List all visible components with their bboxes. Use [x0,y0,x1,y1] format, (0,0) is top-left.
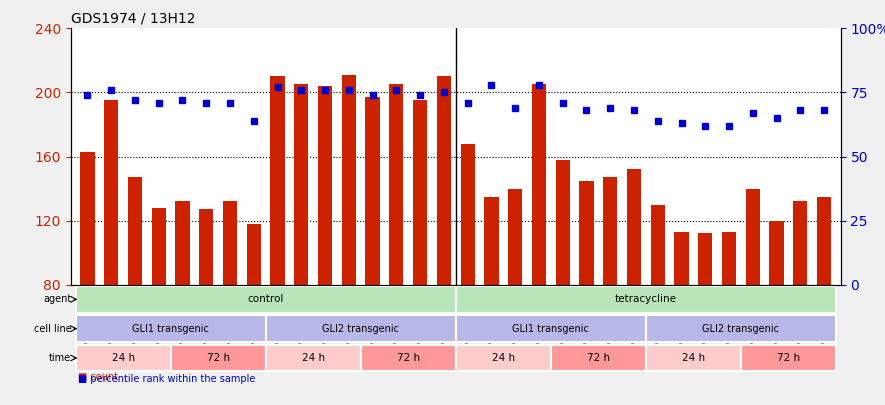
Bar [698,233,712,285]
Bar [271,77,285,285]
Bar [75,315,266,342]
Bar [175,201,189,285]
Bar [318,86,332,285]
Bar [223,201,237,285]
Bar [75,286,456,313]
Bar [437,77,451,285]
Bar [389,84,404,285]
Bar [646,345,741,371]
Bar [508,189,522,285]
Text: time: time [50,353,72,363]
Bar [247,224,261,285]
Bar [266,315,456,342]
Bar [151,208,165,285]
Bar [460,144,474,285]
Text: 72 h: 72 h [777,353,800,363]
Bar [580,181,594,285]
Text: GLI2 transgenic: GLI2 transgenic [322,324,399,334]
Bar [361,345,456,371]
Bar [456,345,550,371]
Text: 72 h: 72 h [206,353,230,363]
Text: ■ percentile rank within the sample: ■ percentile rank within the sample [79,373,256,384]
Bar [294,84,309,285]
Bar [366,97,380,285]
Bar [456,286,836,313]
Text: 24 h: 24 h [492,353,515,363]
Bar [75,345,171,371]
Bar [81,152,95,285]
Bar [817,196,831,285]
Text: GLI2 transgenic: GLI2 transgenic [703,324,780,334]
Bar [793,201,807,285]
Bar [456,315,646,342]
Bar [741,345,836,371]
Text: tetracycline: tetracycline [615,294,677,304]
Bar [484,196,498,285]
Text: 72 h: 72 h [396,353,419,363]
Bar [104,100,119,285]
Bar [746,189,760,285]
Bar [674,232,689,285]
Bar [627,169,641,285]
Text: GLI1 transgenic: GLI1 transgenic [132,324,209,334]
Bar [413,100,427,285]
Bar [646,315,836,342]
Text: GLI1 transgenic: GLI1 transgenic [512,324,589,334]
Bar [556,160,570,285]
Bar [171,345,266,371]
Text: ■ count: ■ count [79,372,119,382]
Bar [342,75,356,285]
Text: 24 h: 24 h [112,353,135,363]
Text: GDS1974 / 13H12: GDS1974 / 13H12 [71,12,196,26]
Text: agent: agent [43,294,72,304]
Bar [266,345,361,371]
Bar [603,177,618,285]
Text: 72 h: 72 h [587,353,610,363]
Bar [550,345,646,371]
Bar [127,177,142,285]
Text: cell line: cell line [34,324,72,334]
Text: 24 h: 24 h [302,353,325,363]
Text: 24 h: 24 h [681,353,705,363]
Bar [199,209,213,285]
Bar [650,205,665,285]
Text: control: control [248,294,284,304]
Bar [769,221,784,285]
Bar [532,84,546,285]
Bar [722,232,736,285]
